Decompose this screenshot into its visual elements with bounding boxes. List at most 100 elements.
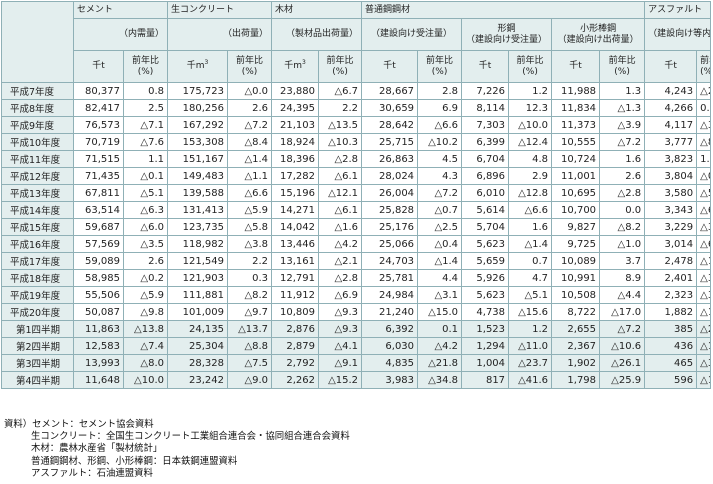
value-cell: 23,880 xyxy=(271,82,320,100)
value-cell: 5,614 xyxy=(461,201,510,219)
header-unit-row: 千t 前年比 (%) 千m3 前年比 (%) 千m3 前年比 (%) 千t 前年比 (%… xyxy=(2,50,712,83)
value-cell: 4,266 xyxy=(644,99,698,117)
yoy-cell: △7.4 xyxy=(122,337,169,355)
yoy-cell: △10.0 xyxy=(508,116,553,134)
yoy-cell: 2.2 xyxy=(227,252,273,270)
yoy-cell: △9.7 xyxy=(227,303,273,321)
construction-materials-table: セメント 生コンクリート 木材 普通鋼鋼材 アスファルト （内需量） （出荷量）… xyxy=(1,1,712,389)
yoy-cell: 4.7 xyxy=(508,269,553,287)
yoy-cell: △6.0 xyxy=(122,218,169,236)
value-cell: 18,924 xyxy=(271,133,320,151)
value-cell: 24,984 xyxy=(361,286,419,304)
note-line: 普通鋼鋼材、形鋼、小形棒鋼：日本鉄鋼連盟資料 xyxy=(31,455,238,467)
yoy-cell: △13.7 xyxy=(227,320,273,338)
header-concrete: 生コンクリート xyxy=(167,1,273,19)
yoy-cell: 0.7 xyxy=(508,252,553,270)
sub-steel-order: （建設向け受注量） xyxy=(361,18,463,51)
value-cell: 30,659 xyxy=(361,99,419,117)
yoy-cell: △0.5 xyxy=(696,167,712,185)
sub-concrete: （出荷量） xyxy=(167,18,273,51)
yoy-cell: △10.6 xyxy=(599,337,646,355)
note-line: 資料）セメント：セメント協会資料 xyxy=(4,419,154,430)
value-cell: 436 xyxy=(644,337,698,355)
yoy-cell: △6.7 xyxy=(318,82,363,100)
unit-sup: 3 xyxy=(302,59,306,66)
yoy-cell: △34.8 xyxy=(417,371,463,389)
value-cell: 63,514 xyxy=(73,201,124,219)
value-cell: 9,827 xyxy=(551,218,601,236)
value-cell: 1,523 xyxy=(461,320,510,338)
yoy-cell: △0.4 xyxy=(417,235,463,253)
yoy-cell: △21.8 xyxy=(417,354,463,372)
value-cell: 82,417 xyxy=(73,99,124,117)
yoy-cell: △11.2 xyxy=(696,337,712,355)
value-cell: 2,262 xyxy=(271,371,320,389)
yoy-cell: △5.9 xyxy=(122,286,169,304)
yoy-cement: 前年比 (%) xyxy=(122,50,169,83)
yoy-cell: △1.0 xyxy=(599,235,646,253)
value-cell: 7,303 xyxy=(461,116,510,134)
yoy-label: 前年比 xyxy=(608,55,636,66)
value-cell: 151,167 xyxy=(167,150,229,168)
yoy-cell: 4.5 xyxy=(417,150,463,168)
table-row: 平成13年度 67,811 △5.1 139,588 △6.6 15,196 △12.1 26… xyxy=(1,184,712,202)
yoy-cell: △4.2 xyxy=(417,337,463,355)
value-cell: 11,648 xyxy=(73,371,124,389)
yoy-cell: △2.7 xyxy=(696,82,712,100)
value-cell: 25,781 xyxy=(361,269,419,287)
value-cell: 57,569 xyxy=(73,235,124,253)
yoy-cell: △15.0 xyxy=(417,303,463,321)
yoy-cell: △1.1 xyxy=(227,167,273,185)
yoy-label: 前年比 xyxy=(426,55,454,66)
yoy-cell: △13.5 xyxy=(318,116,363,134)
yoy-percent: (%) xyxy=(431,66,448,77)
row-label: 平成7年度 xyxy=(1,82,74,100)
yoy-cell: △2.8 xyxy=(318,269,363,287)
value-cell: 6,399 xyxy=(461,133,510,151)
quarter-row: 第3四半期 13,993 △8.0 28,328 △7.5 2,792 △9.1 4,835 △… xyxy=(1,354,712,372)
yoy-cell: △9.1 xyxy=(318,354,363,372)
table-row: 平成17年度 59,089 2.6 121,549 2.2 13,161 △2.1 24,70… xyxy=(1,252,712,270)
value-cell: 385 xyxy=(644,320,698,338)
value-cell: 23,242 xyxy=(167,371,229,389)
unit-wood: 千m3 xyxy=(271,50,320,83)
value-cell: 3,823 xyxy=(644,150,698,168)
value-cell: 3,343 xyxy=(644,201,698,219)
value-cell: 121,903 xyxy=(167,269,229,287)
value-cell: 12,791 xyxy=(271,269,320,287)
value-cell: 17,282 xyxy=(271,167,320,185)
table-row: 平成14年度 63,514 △6.3 131,413 △5.9 14,271 △6.1 25,… xyxy=(1,201,712,219)
value-cell: 3,014 xyxy=(644,235,698,253)
value-cell: 11,373 xyxy=(551,116,601,134)
shape-steel-title: 形鋼 xyxy=(497,23,516,34)
yoy-cell: 1.1 xyxy=(122,150,169,168)
yoy-cell: 0.5 xyxy=(696,99,712,117)
yoy-cell: △1.4 xyxy=(508,235,553,253)
value-cell: 76,573 xyxy=(73,116,124,134)
sub-bar-steel: 小形棒鋼 （建設向け出荷量） xyxy=(551,18,646,51)
table-body: 平成7年度 80,377 0.8 175,723 △0.0 23,880 △6.7 28,66… xyxy=(1,82,712,389)
value-cell: 2,401 xyxy=(644,269,698,287)
yoy-cell: 4.3 xyxy=(417,167,463,185)
yoy-cell: △3.5 xyxy=(122,235,169,253)
yoy-cell: 0.1 xyxy=(417,320,463,338)
shape-steel-note: （建設向け受注量） xyxy=(466,34,548,45)
value-cell: 59,089 xyxy=(73,252,124,270)
table-row: 平成20年度 50,087 △9.8 101,009 △9.7 10,809 △9.3 21,… xyxy=(1,303,712,321)
row-label: 平成20年度 xyxy=(1,303,74,321)
sub-cement: （内需量） xyxy=(72,18,169,51)
row-label: 第2四半期 xyxy=(1,337,74,355)
yoy-cell: △5.8 xyxy=(227,218,273,236)
value-cell: 13,161 xyxy=(271,252,320,270)
value-cell: 596 xyxy=(644,371,698,389)
table-row: 平成18年度 58,985 △0.2 121,903 0.3 12,791 △2.8 25,7… xyxy=(1,269,712,287)
value-cell: 5,623 xyxy=(461,286,510,304)
yoy-cell: 4.8 xyxy=(508,150,553,168)
unit-sup: 3 xyxy=(204,59,209,66)
row-label: 平成10年度 xyxy=(1,133,74,151)
yoy-cell: 12.3 xyxy=(508,99,553,117)
row-label: 第4四半期 xyxy=(1,371,74,389)
source-notes: 資料）セメント：セメント協会資料 生コンクリート：全国生コンクリート工業組合連合… xyxy=(4,419,350,480)
value-cell: 111,881 xyxy=(167,286,229,304)
value-cell: 10,089 xyxy=(551,252,601,270)
